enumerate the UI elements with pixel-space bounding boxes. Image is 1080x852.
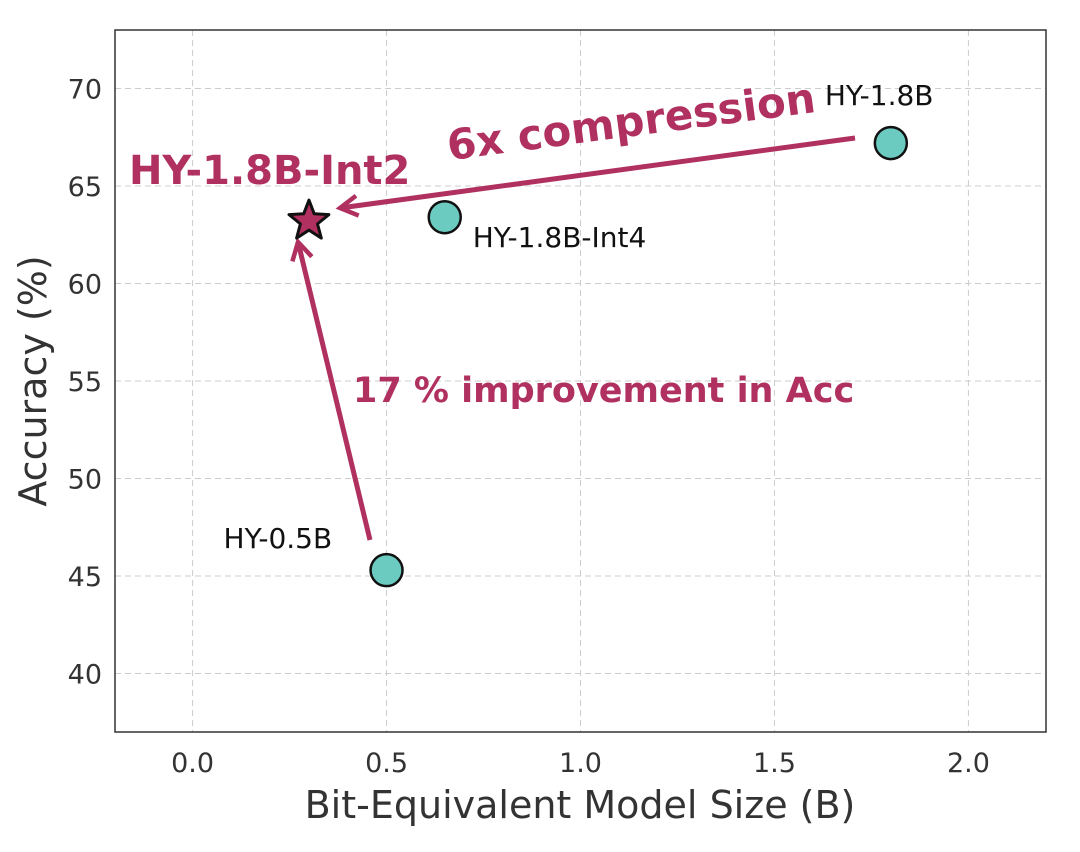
improvement-annotation: 17 % improvement in Acc — [353, 371, 854, 411]
grid — [115, 30, 1046, 732]
y-tick-label: 45 — [68, 562, 102, 593]
y-tick-label: 60 — [68, 270, 102, 301]
point-label-hy-0-5b: HY-0.5B — [224, 522, 333, 555]
x-axis-label: Bit-Equivalent Model Size (B) — [305, 783, 856, 827]
point-hy-1-8b — [873, 125, 909, 161]
y-tick-label: 55 — [68, 367, 102, 398]
y-tick-label: 65 — [68, 172, 102, 203]
point-label-hy-1-8b: HY-1.8B — [825, 79, 934, 112]
compression-annotation: 6x compression — [444, 73, 818, 170]
y-tick-label: 50 — [68, 465, 102, 496]
y-tick-label: 40 — [68, 660, 102, 691]
plot-frame — [114, 29, 1047, 733]
improvement-arrow — [290, 237, 373, 541]
point-hy-0-5b — [369, 552, 404, 588]
point-label-hy-1-8b-int2: HY-1.8B-Int2 — [129, 148, 410, 194]
x-tick-label: 1.0 — [559, 748, 602, 779]
x-tick-label: 0.0 — [171, 748, 214, 779]
compression-arrow — [335, 135, 856, 218]
point-hy-1-8b-int4 — [427, 199, 462, 235]
x-tick-label: 1.5 — [753, 748, 796, 779]
x-ticks: 0.0 0.5 1.0 1.5 2.0 — [171, 748, 990, 779]
y-tick-label: 70 — [68, 75, 102, 106]
data-points: HY-1.8B HY-1.8B-Int4 HY-1.8B-Int2 HY-0.5B — [129, 79, 934, 588]
y-ticks: 40 45 50 55 60 65 70 — [68, 75, 102, 691]
x-tick-label: 0.5 — [365, 748, 408, 779]
y-axis-label: Accuracy (%) — [11, 255, 55, 506]
point-hy-1-8b-int2 — [287, 198, 331, 240]
x-tick-label: 2.0 — [947, 748, 990, 779]
point-label-hy-1-8b-int4: HY-1.8B-Int4 — [473, 221, 647, 254]
